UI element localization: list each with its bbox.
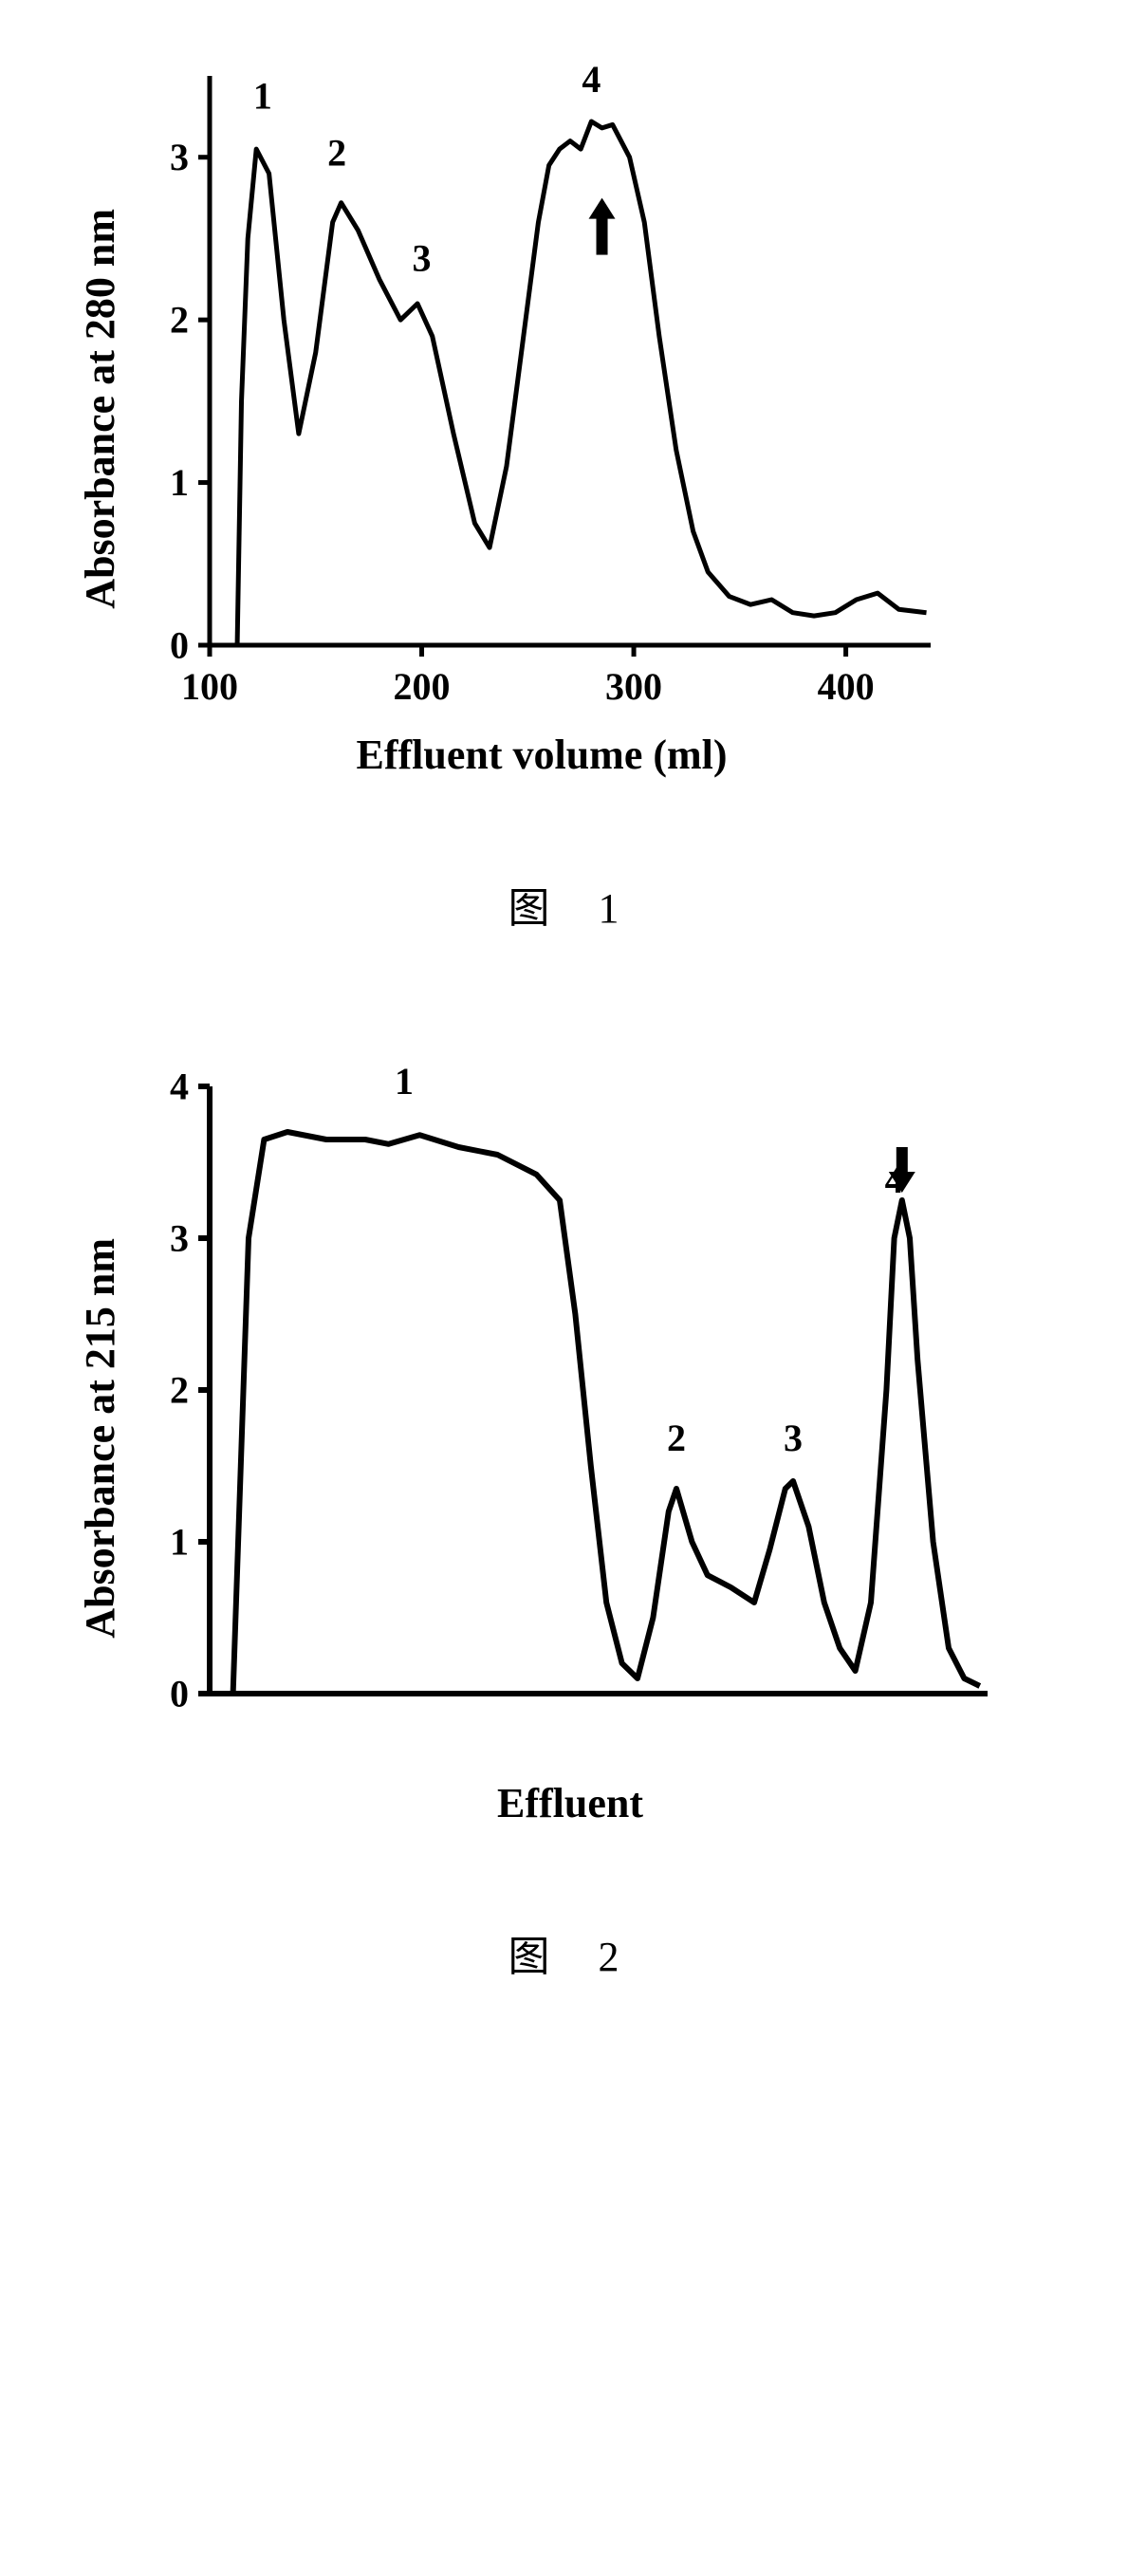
svg-text:3: 3 [413,237,432,280]
chart-1-caption: 图 1 [76,874,1070,935]
chart-1-area: Absorbance at 280 nm 0 1 2 3 100 200 300 400 1 2 3… [76,38,1070,779]
chart-2: Absorbance at 215 nm 012341234 Effluent … [76,1048,1070,1983]
chart-2-svg: 012341234 [134,1048,1007,1760]
chart-2-x-label: Effluent [134,1779,1007,1827]
chart-1: Absorbance at 280 nm 0 1 2 3 100 200 300 400 1 2 3… [76,38,1070,935]
chart-2-caption: 图 2 [76,1922,1070,1983]
svg-text:300: 300 [605,665,662,708]
chart-1-plot-wrapper: 0 1 2 3 100 200 300 400 1 2 3 4 Effluent volume (ml… [134,38,950,779]
svg-text:0: 0 [170,623,189,666]
svg-text:200: 200 [394,665,451,708]
svg-text:1: 1 [395,1060,414,1103]
svg-text:4: 4 [170,1065,189,1107]
svg-text:3: 3 [784,1417,803,1459]
chart-2-area: Absorbance at 215 nm 012341234 Effluent [76,1048,1070,1827]
chart-1-x-label: Effluent volume (ml) [134,731,950,779]
svg-text:400: 400 [818,665,875,708]
svg-text:2: 2 [327,131,346,174]
svg-text:2: 2 [667,1417,686,1459]
svg-text:2: 2 [170,298,189,341]
svg-text:1: 1 [170,461,189,504]
svg-text:100: 100 [181,665,238,708]
chart-1-y-label: Absorbance at 280 nm [76,209,124,609]
svg-text:1: 1 [253,74,272,117]
svg-text:1: 1 [170,1520,189,1563]
chart-1-svg: 0 1 2 3 100 200 300 400 1 2 3 4 [134,38,950,712]
svg-text:3: 3 [170,1216,189,1259]
svg-text:3: 3 [170,136,189,178]
svg-text:2: 2 [170,1368,189,1411]
chart-2-plot-wrapper: 012341234 Effluent [134,1048,1007,1827]
chart-2-y-label: Absorbance at 215 nm [76,1238,124,1639]
svg-text:0: 0 [170,1672,189,1714]
svg-text:4: 4 [582,58,601,101]
